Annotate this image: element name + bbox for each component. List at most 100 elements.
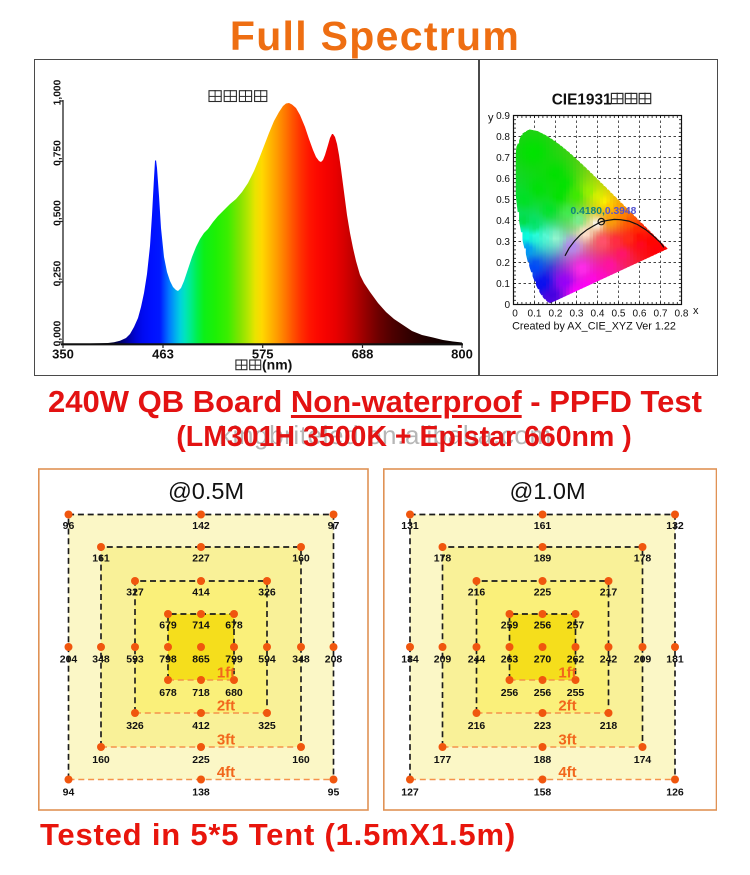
svg-text:0: 0 <box>504 300 510 311</box>
svg-text:209: 209 <box>633 654 651 666</box>
svg-text:3ft: 3ft <box>216 732 234 749</box>
svg-text:679: 679 <box>159 620 177 632</box>
svg-text:131: 131 <box>401 520 419 532</box>
svg-text:798: 798 <box>159 654 177 666</box>
svg-text:2ft: 2ft <box>216 698 234 715</box>
svg-text:0.9: 0.9 <box>496 111 510 122</box>
svg-text:0.4: 0.4 <box>496 216 510 227</box>
svg-text:800: 800 <box>451 346 473 361</box>
svg-text:94: 94 <box>62 787 74 799</box>
svg-text:414: 414 <box>192 587 210 599</box>
svg-text:327: 327 <box>126 587 144 599</box>
svg-text:223: 223 <box>533 720 551 732</box>
svg-text:0,250: 0,250 <box>53 260 64 286</box>
svg-text:256: 256 <box>533 687 551 699</box>
svg-text:678: 678 <box>159 687 177 699</box>
svg-text:208: 208 <box>324 654 342 666</box>
svg-text:348: 348 <box>92 654 110 666</box>
svg-text:204: 204 <box>59 654 77 666</box>
svg-text:255: 255 <box>566 687 584 699</box>
svg-text:718: 718 <box>192 687 210 699</box>
svg-text:257: 257 <box>566 620 584 632</box>
svg-text:132: 132 <box>666 520 684 532</box>
svg-text:0.6: 0.6 <box>633 309 647 320</box>
svg-text:263: 263 <box>500 654 518 666</box>
svg-text:209: 209 <box>433 654 451 666</box>
svg-text:259: 259 <box>500 620 518 632</box>
svg-text:0.4180,0.3948: 0.4180,0.3948 <box>571 206 637 217</box>
svg-text:350: 350 <box>52 346 74 361</box>
svg-text:158: 158 <box>533 787 551 799</box>
svg-text:218: 218 <box>599 720 617 732</box>
svg-text:189: 189 <box>533 553 551 565</box>
svg-text:160: 160 <box>92 754 110 766</box>
svg-text:262: 262 <box>566 654 584 666</box>
svg-text:3ft: 3ft <box>558 732 576 749</box>
svg-text:0.3: 0.3 <box>496 237 510 248</box>
svg-text:0: 0 <box>512 309 518 320</box>
svg-text:0.7: 0.7 <box>654 309 668 320</box>
svg-text:0.8: 0.8 <box>496 132 510 143</box>
svg-text:680: 680 <box>225 687 243 699</box>
svg-text:(nm): (nm) <box>262 357 292 373</box>
svg-text:2ft: 2ft <box>558 698 576 715</box>
svg-text:126: 126 <box>666 787 684 799</box>
svg-text:227: 227 <box>192 553 210 565</box>
svg-text:1,000: 1,000 <box>53 79 64 105</box>
svg-text:256: 256 <box>533 620 551 632</box>
svg-text:Created by AX_CIE_XYZ Ver 1.22: Created by AX_CIE_XYZ Ver 1.22 <box>512 321 676 333</box>
svg-text:97: 97 <box>327 520 339 532</box>
svg-text:161: 161 <box>92 553 110 565</box>
svg-text:412: 412 <box>192 720 210 732</box>
svg-text:593: 593 <box>126 654 144 666</box>
svg-text:174: 174 <box>633 754 651 766</box>
svg-text:95: 95 <box>327 787 339 799</box>
svg-text:1ft: 1ft <box>558 665 576 682</box>
svg-text:326: 326 <box>258 587 276 599</box>
svg-text:575: 575 <box>252 346 274 361</box>
svg-text:178: 178 <box>633 553 651 565</box>
svg-text:160: 160 <box>292 754 310 766</box>
svg-text:0,750: 0,750 <box>53 140 64 166</box>
svg-text:0.1: 0.1 <box>528 309 542 320</box>
svg-text:0.6: 0.6 <box>496 174 510 185</box>
svg-text:217: 217 <box>599 587 617 599</box>
svg-text:326: 326 <box>126 720 144 732</box>
svg-text:0.2: 0.2 <box>549 309 563 320</box>
svg-text:216: 216 <box>467 720 485 732</box>
svg-text:1ft: 1ft <box>216 665 234 682</box>
svg-text:188: 188 <box>533 754 551 766</box>
svg-text:594: 594 <box>258 654 276 666</box>
svg-text:244: 244 <box>467 654 485 666</box>
svg-text:0,500: 0,500 <box>53 200 64 226</box>
svg-text:799: 799 <box>225 654 243 666</box>
svg-text:142: 142 <box>192 520 210 532</box>
svg-text:y: y <box>488 112 494 124</box>
svg-text:161: 161 <box>533 520 551 532</box>
svg-text:@0.5M: @0.5M <box>167 478 243 504</box>
svg-text:0.2: 0.2 <box>496 258 510 269</box>
svg-text:CIE1931: CIE1931 <box>552 92 612 109</box>
svg-text:463: 463 <box>152 346 174 361</box>
svg-text:@1.0M: @1.0M <box>509 478 585 504</box>
svg-text:4ft: 4ft <box>558 764 576 781</box>
svg-text:0.8: 0.8 <box>675 309 689 320</box>
svg-text:96: 96 <box>62 520 74 532</box>
svg-text:138: 138 <box>192 787 210 799</box>
svg-text:348: 348 <box>292 654 310 666</box>
svg-text:0.5: 0.5 <box>496 195 510 206</box>
svg-text:270: 270 <box>533 654 551 666</box>
svg-text:127: 127 <box>401 787 419 799</box>
svg-text:325: 325 <box>258 720 276 732</box>
svg-text:0.3: 0.3 <box>570 309 584 320</box>
svg-text:225: 225 <box>533 587 551 599</box>
svg-text:0.7: 0.7 <box>496 153 510 164</box>
svg-text:256: 256 <box>500 687 518 699</box>
svg-text:865: 865 <box>192 654 210 666</box>
svg-text:0.4: 0.4 <box>591 309 605 320</box>
svg-text:225: 225 <box>192 754 210 766</box>
svg-text:x: x <box>693 305 699 317</box>
svg-text:242: 242 <box>599 654 617 666</box>
svg-text:714: 714 <box>192 620 210 632</box>
svg-text:0.5: 0.5 <box>612 309 626 320</box>
